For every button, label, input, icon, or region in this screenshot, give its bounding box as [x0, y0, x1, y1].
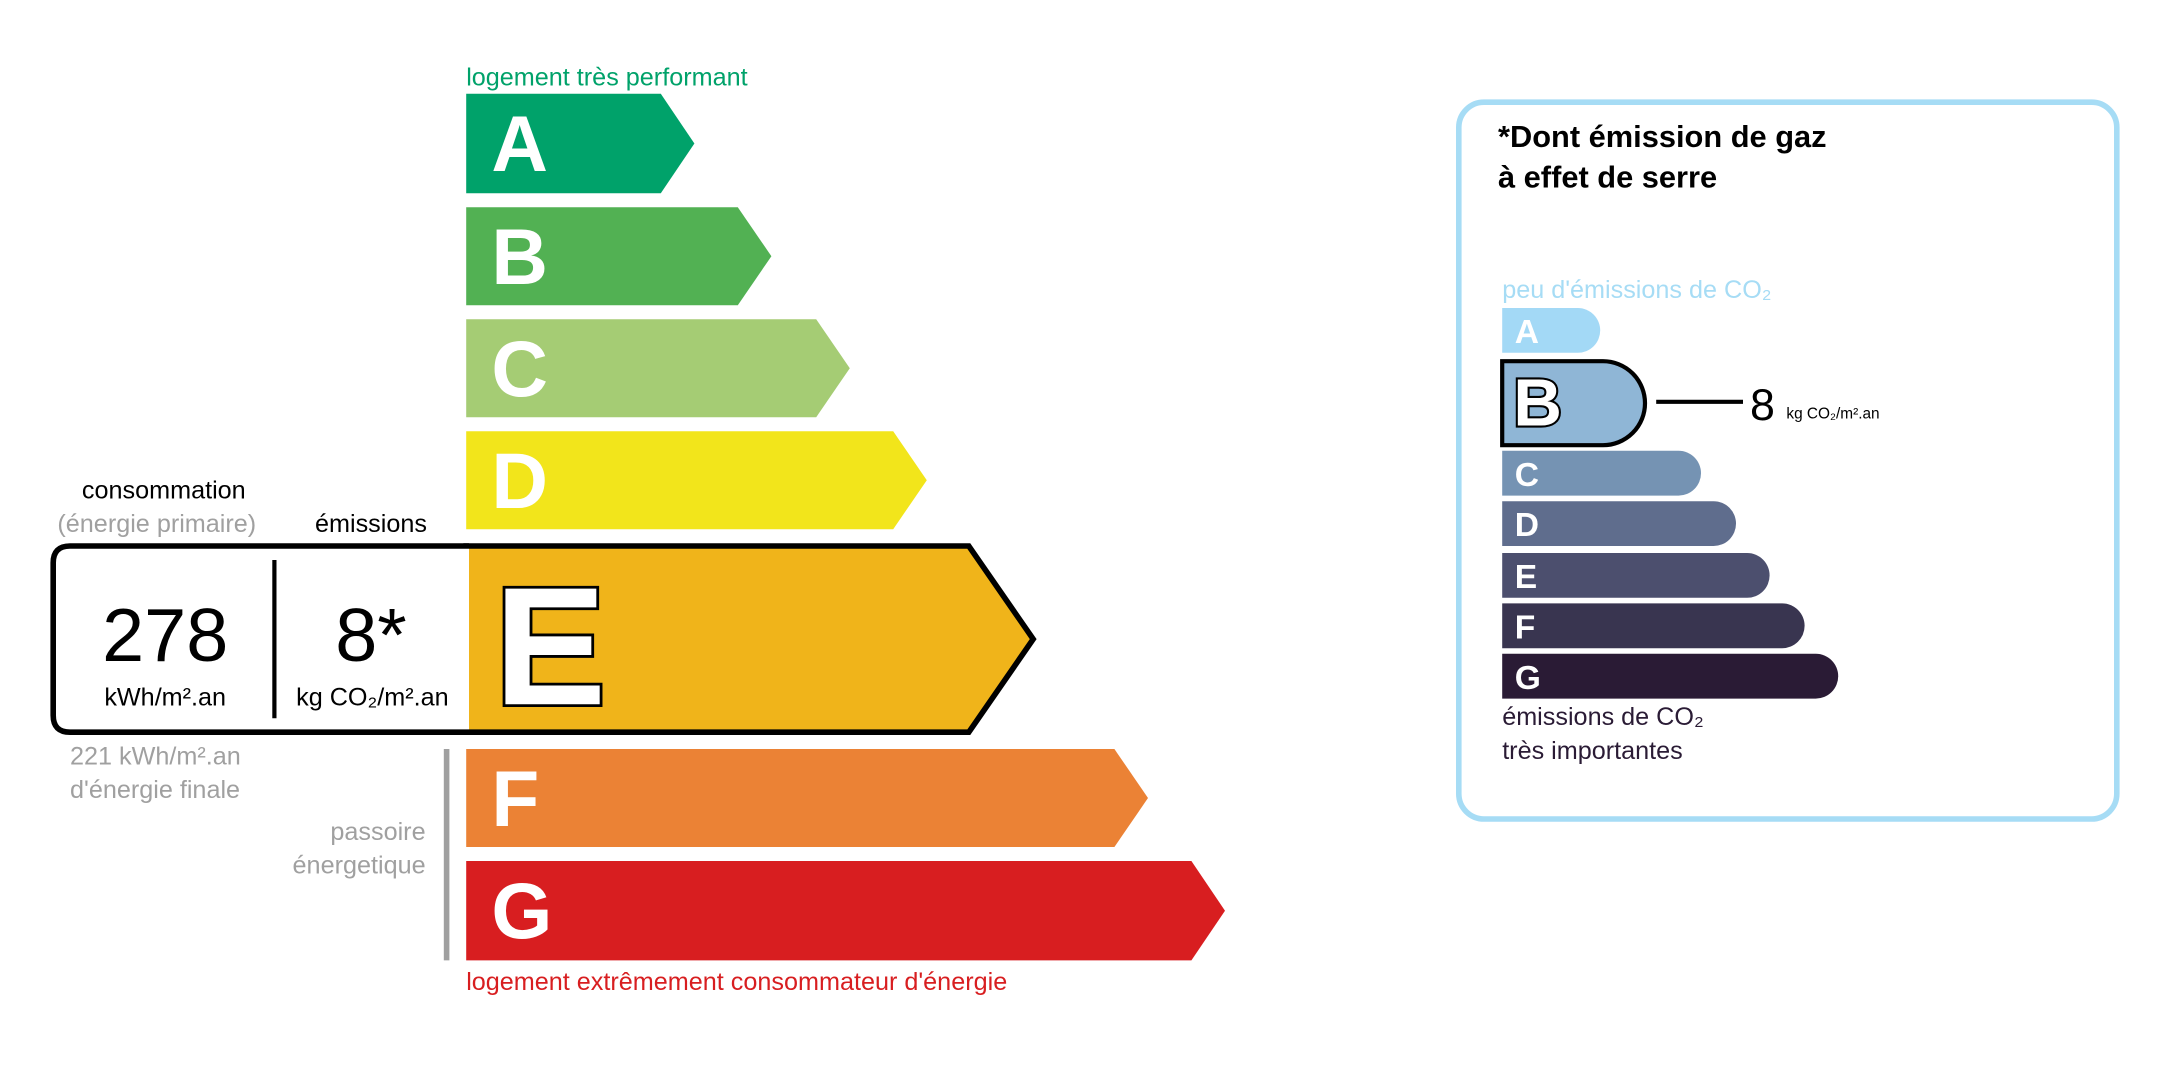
ghg-bar-shape [1502, 450, 1701, 496]
ghg-class-letter: C [1515, 457, 1539, 494]
energy-class-g: G [466, 861, 1225, 961]
emissions-header: émissions [315, 510, 427, 538]
energy-class-b: B [466, 207, 772, 306]
energy-class-letter: C [491, 325, 548, 413]
energy-class-letter: E [494, 552, 606, 740]
ghg-bottom-label-line2: très importantes [1502, 737, 1683, 765]
ghg-class-letter: B [1513, 366, 1562, 441]
energy-class-letter: B [491, 213, 548, 301]
energy-bar-shape [466, 93, 695, 194]
energy-top-label: logement très performant [466, 63, 747, 91]
ghg-bottom-label-line1: émissions de CO₂ [1502, 703, 1704, 731]
ghg-class-letter: F [1515, 609, 1536, 646]
ghg-title-line1: *Dont émission de gaz [1498, 119, 1827, 154]
ghg-unit: kg CO₂/m².an [1786, 406, 1879, 423]
emissions-unit: kg CO₂/m².an [296, 684, 449, 712]
ghg-bar-shape [1502, 308, 1601, 353]
ghg-class-a: A [1502, 308, 1601, 353]
energy-bar-shape [466, 749, 1148, 848]
energy-bar-shape [466, 319, 850, 418]
final-energy-label: d'énergie finale [70, 776, 240, 804]
ghg-class-e: E [1502, 553, 1770, 598]
energy-class-f: F [466, 749, 1148, 848]
passoire-label-line2: énergetique [293, 852, 426, 880]
consumption-header: consommation [82, 476, 246, 504]
ghg-bar-shape [1502, 653, 1839, 699]
final-energy-value: 221 kWh/m².an [70, 742, 241, 770]
energy-class-e: E [463, 543, 1037, 743]
energy-class-letter: G [491, 867, 552, 955]
ghg-class-g: G [1502, 653, 1839, 699]
ghg-bar-shape [1502, 501, 1736, 547]
emissions-value: 8* [335, 594, 406, 678]
ghg-top-label: peu d'émissions de CO₂ [1502, 276, 1771, 304]
ghg-value: 8 [1750, 380, 1775, 430]
ghg-class-c: C [1502, 450, 1701, 496]
energy-bottom-label: logement extrêmement consommateur d'éner… [466, 968, 1007, 996]
energy-bar-shape [466, 861, 1225, 961]
ghg-class-letter: E [1515, 559, 1537, 596]
ghg-class-b: B [1500, 359, 1648, 448]
ghg-class-letter: G [1515, 660, 1541, 697]
energy-class-a: A [466, 93, 695, 194]
energy-class-d: D [466, 431, 927, 530]
energy-class-letter: D [491, 437, 548, 525]
ghg-bar-shape [1500, 359, 1648, 448]
ghg-class-letter: D [1515, 507, 1539, 544]
values-box [50, 543, 469, 736]
ghg-class-d: D [1502, 501, 1736, 547]
ghg-class-letter: A [1515, 314, 1539, 351]
consumption-subheader: (énergie primaire) [57, 510, 256, 538]
ghg-bar-shape [1502, 553, 1770, 598]
energy-bar-shape [466, 207, 772, 306]
ghg-class-f: F [1502, 603, 1805, 649]
energy-bar-shape [466, 431, 927, 530]
energy-class-letter: A [491, 100, 548, 188]
consumption-value: 278 [102, 594, 228, 678]
passoire-label-line1: passoire [330, 818, 425, 846]
consumption-unit: kWh/m².an [104, 684, 226, 712]
ghg-bar-shape [1502, 603, 1805, 649]
energy-class-c: C [466, 319, 850, 418]
energy-class-letter: F [491, 755, 539, 843]
ghg-title-line2: à effet de serre [1498, 160, 1717, 195]
